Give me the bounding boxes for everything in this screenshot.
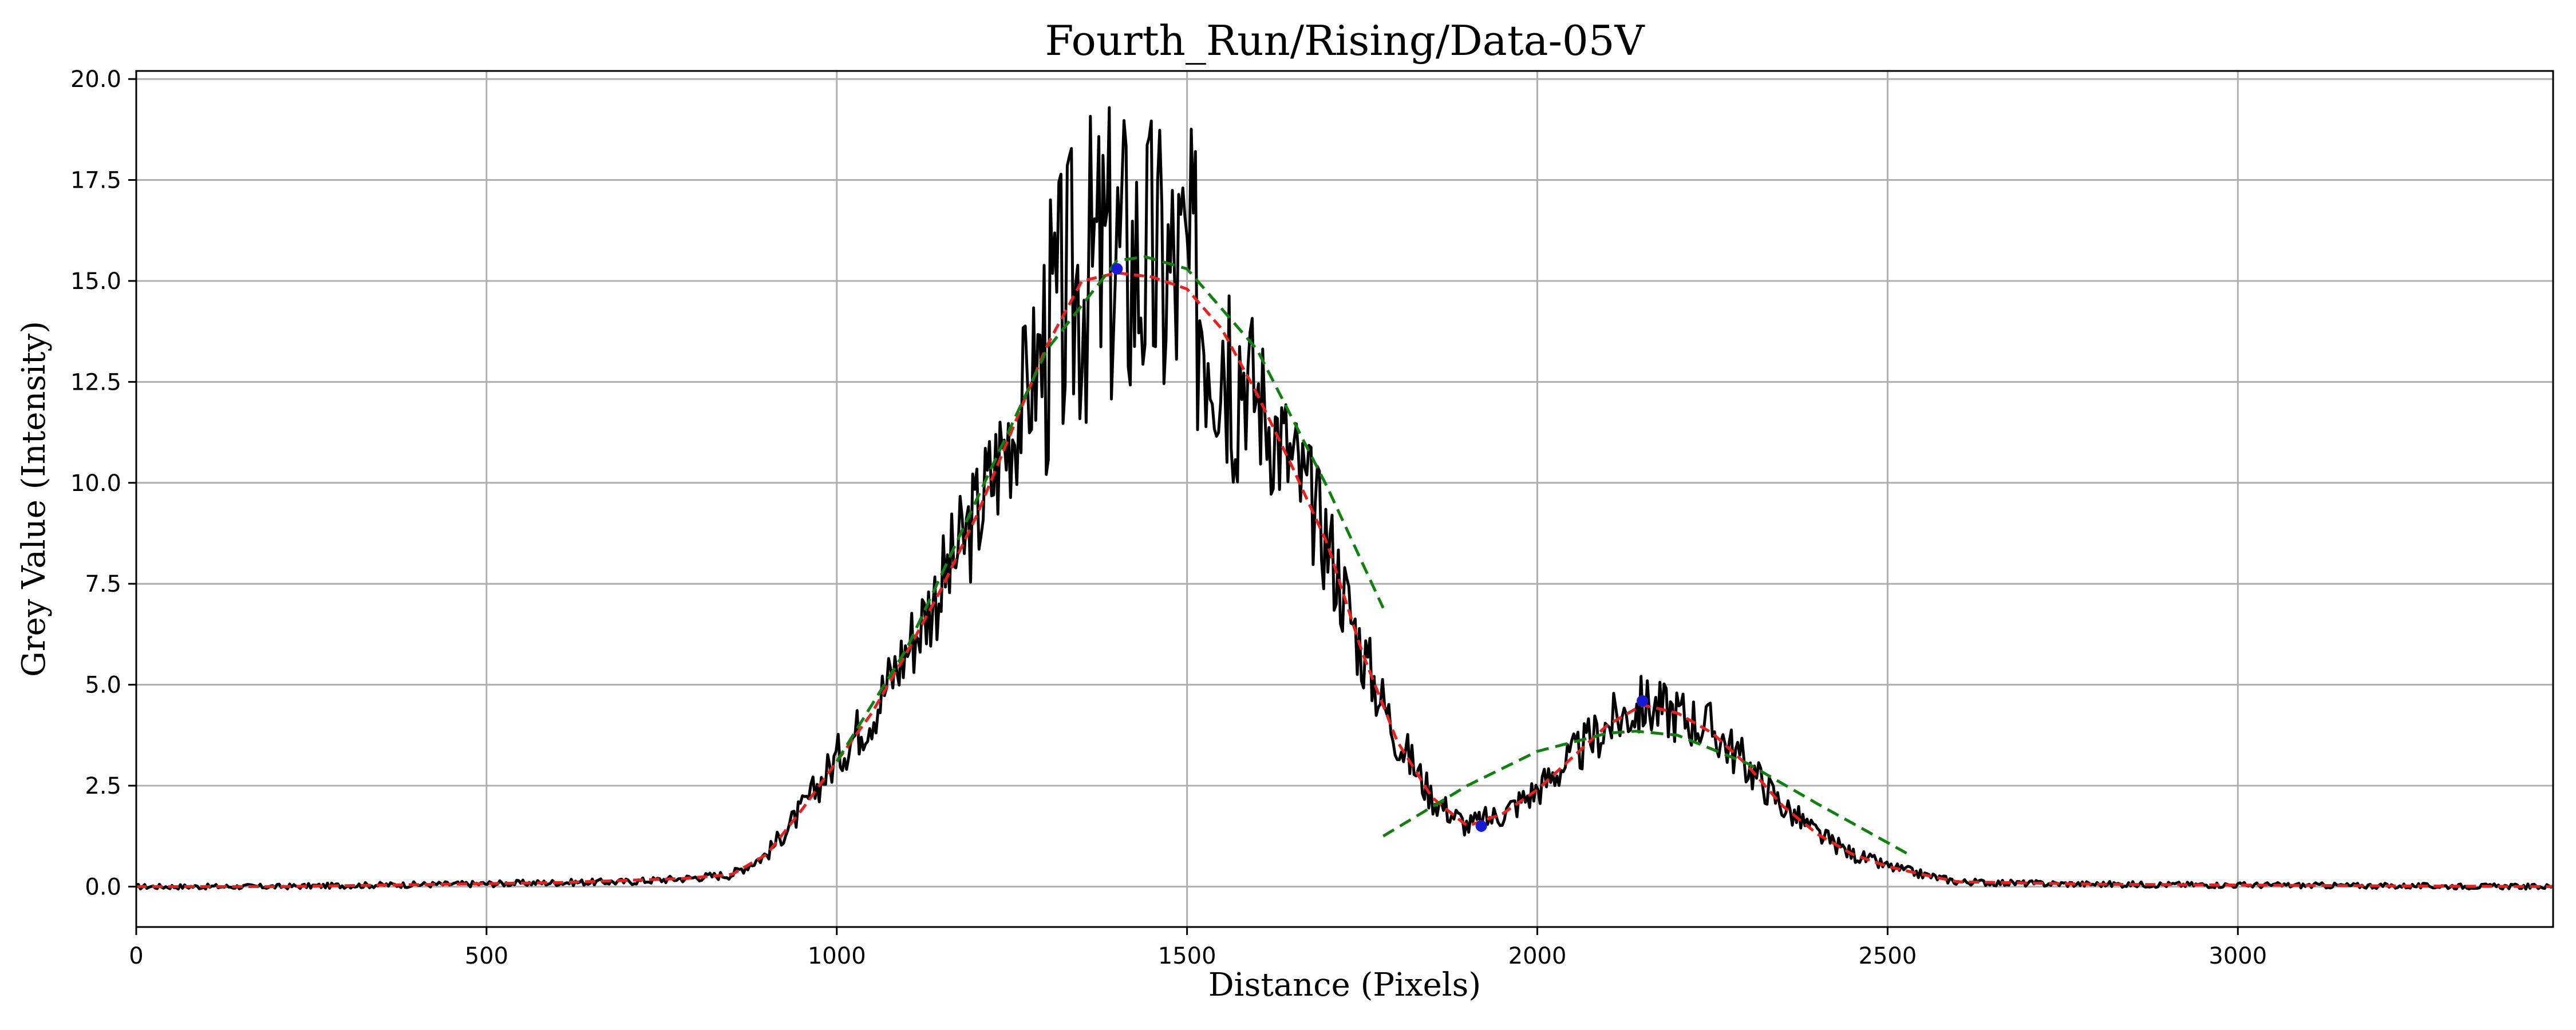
y-tick-label: 10.0	[70, 470, 121, 497]
y-tick-label: 2.5	[85, 773, 121, 799]
peak-marker	[1111, 263, 1123, 275]
x-tick-label: 0	[129, 943, 143, 969]
x-tick-label: 1500	[1158, 943, 1216, 969]
peak-marker	[1475, 820, 1487, 832]
x-tick-label: 500	[465, 943, 508, 969]
marker-group	[1111, 263, 1649, 832]
y-tick-label: 0.0	[85, 874, 121, 900]
y-tick-label: 7.5	[85, 571, 121, 597]
axis-ticks: 0 500 1000 1500 2000 2500 3000 0.0 2.5 5.0 7.5 10.0…	[70, 66, 2267, 969]
gaussian-fit-line-2	[1382, 730, 1908, 855]
chart-title: Fourth_Run/Rising/Data-05V	[1045, 17, 1645, 65]
y-tick-label: 5.0	[85, 672, 121, 699]
x-axis-label: Distance (Pixels)	[1208, 966, 1481, 1004]
y-tick-label: 15.0	[70, 268, 121, 295]
y-tick-label: 20.0	[70, 66, 121, 93]
peak-marker	[1637, 695, 1649, 707]
y-tick-label: 12.5	[70, 369, 121, 395]
x-tick-label: 1000	[808, 943, 866, 969]
x-tick-label: 2000	[1508, 943, 1567, 969]
y-axis-label: Grey Value (Intensity)	[15, 321, 53, 677]
series-group	[136, 106, 2554, 891]
grid-lines	[135, 71, 2553, 927]
gaussian-fit-line-1	[835, 255, 1385, 763]
plot-area-frame	[135, 70, 2554, 928]
smoothed-line	[136, 271, 2553, 888]
y-tick-label: 17.5	[70, 168, 121, 194]
x-tick-label: 3000	[2208, 943, 2267, 969]
raw-intensity-line	[136, 106, 2554, 891]
x-tick-label: 2500	[1859, 943, 1917, 969]
